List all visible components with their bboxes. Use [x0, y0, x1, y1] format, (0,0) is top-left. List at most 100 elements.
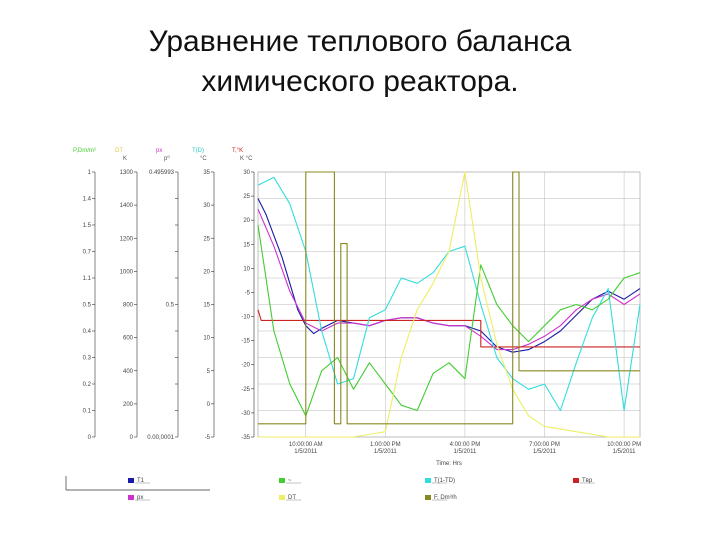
- y-tick-label: 10: [203, 336, 210, 342]
- legend-label: ~: [288, 478, 292, 484]
- y-axis-header: DT: [115, 148, 123, 154]
- series-line-T1: [257, 198, 641, 353]
- y-tick-label: 30: [243, 170, 250, 176]
- y-axis-1: P,Dm/m² 1 1.4 1.5 0.7 1.1 0.5 0.4 0.3 0.2 0.1 0: [73, 148, 96, 441]
- y-axis-4: T(D) °C 35 30 25 20 15 10 5 0 -5: [192, 148, 215, 441]
- y-tick-label: 1.4: [83, 197, 92, 203]
- y-tick-label: 25: [203, 236, 210, 242]
- y-tick-label: 0.2: [83, 382, 92, 388]
- y-tick-label: 15: [203, 303, 210, 309]
- y-tick-label: 1.5: [83, 223, 92, 229]
- x-tick-label: 7:00:00 PM: [529, 442, 560, 448]
- series-line-F_yellow: [258, 171, 640, 438]
- y-tick-label: 0.00,0001: [147, 435, 174, 441]
- y-tick-label: 1200: [120, 236, 134, 242]
- legend-item: Tвр: [573, 478, 595, 484]
- legend-label: Tвр: [582, 478, 593, 484]
- legend-swatch: [425, 495, 431, 500]
- y-tick-label: 0: [207, 402, 211, 408]
- y-tick-label: 0.4: [83, 329, 92, 335]
- legend-label: px: [137, 495, 143, 501]
- series-layer: [257, 171, 641, 438]
- y-axis-2: DTK 1300 1400 1200 1000 800 600 400 200 0: [115, 148, 138, 441]
- legend-swatch: [573, 478, 579, 483]
- y-tick-label: 25: [243, 194, 250, 200]
- y-axis-unit: K: [123, 156, 127, 162]
- y-tick-label: -5: [245, 290, 251, 296]
- legend-label: DT: [288, 495, 296, 501]
- legend-item: DT: [279, 495, 301, 501]
- legend-item: ~: [279, 478, 301, 484]
- x-tick-date: 1/5/2011: [453, 449, 477, 455]
- slide-title: Уравнение теплового баланса химического …: [0, 22, 720, 102]
- legend: T1 ~ T(1-TD) Tвр px DT F, Dm³/h: [65, 476, 595, 501]
- legend-swatch: [128, 495, 134, 500]
- y-tick-label: 0: [88, 435, 92, 441]
- y-tick-label: 200: [123, 402, 134, 408]
- y-tick-label: 0.495993: [149, 170, 175, 176]
- y-tick-label: -30: [241, 411, 250, 417]
- y-tick-label: 0.5: [166, 303, 175, 309]
- y-axis-5: T,°K K °C 30 25 20 15 10 -5 -10 -15 -20 -25 -30 -35: [232, 148, 255, 441]
- y-tick-label: 1000: [120, 269, 134, 275]
- y-tick-label: -5: [205, 435, 211, 441]
- x-tick-date: 1/5/2011: [613, 449, 637, 455]
- x-tick-date: 1/5/2011: [374, 449, 398, 455]
- grid-layer: [257, 171, 641, 438]
- x-tick-date: 1/5/2011: [533, 449, 557, 455]
- y-axis-header: T,°K: [232, 148, 243, 154]
- y-axis-header: P,Dm/m²: [73, 148, 96, 154]
- legend-item: F, Dm³/h: [425, 495, 457, 501]
- x-axis-label: Time: Hrs: [436, 461, 462, 467]
- slide-title-line-2: химического реактора.: [201, 65, 519, 98]
- legend-item: T(1-TD): [425, 478, 455, 484]
- legend-swatch: [279, 478, 285, 483]
- y-tick-label: 1300: [120, 170, 134, 176]
- y-tick-label: 1: [88, 170, 92, 176]
- x-tick-label: 1:00:00 PM: [370, 442, 401, 448]
- legend-label: F, Dm³/h: [434, 495, 457, 501]
- y-axis-unit: K °C: [240, 156, 253, 162]
- x-tick-label: 4:00:00 PM: [450, 442, 481, 448]
- y-tick-label: 600: [123, 336, 134, 342]
- y-tick-label: 5: [207, 369, 211, 375]
- series-line-Valve: [258, 171, 640, 425]
- y-axis-unit: p⁰: [164, 155, 170, 162]
- legend-item: T1: [128, 478, 150, 484]
- x-tick-date: 1/5/2011: [294, 449, 318, 455]
- legend-swatch: [425, 478, 431, 483]
- x-tick-label: 10:00:00 PM: [607, 442, 641, 448]
- axes-layer: P,Dm/m² 1 1.4 1.5 0.7 1.1 0.5 0.4 0.3 0.2 0.1 0 DTK 1…: [73, 148, 255, 441]
- y-axis-header: px: [156, 148, 162, 154]
- y-tick-label: 0.1: [83, 409, 92, 415]
- legend-label: T(1-TD): [434, 478, 455, 484]
- legend-swatch: [279, 495, 285, 500]
- y-tick-label: 35: [203, 170, 210, 176]
- y-tick-label: 15: [243, 242, 250, 248]
- y-tick-label: 0.7: [83, 250, 92, 256]
- legend-label: T1: [137, 478, 145, 484]
- y-tick-label: 0.5: [83, 303, 92, 309]
- y-tick-label: 20: [243, 218, 250, 224]
- y-tick-label: -35: [241, 435, 250, 441]
- legend-item: px: [128, 495, 150, 501]
- y-tick-label: -15: [241, 339, 250, 345]
- y-tick-label: -20: [241, 363, 250, 369]
- series-line-T_bath: [257, 176, 641, 412]
- y-axis-unit: °C: [200, 156, 207, 162]
- y-tick-label: -25: [241, 387, 250, 393]
- y-tick-label: 800: [123, 303, 134, 309]
- series-line-T1-TD: [257, 208, 641, 351]
- y-tick-label: 20: [203, 269, 210, 275]
- y-tick-label: 0: [130, 435, 134, 441]
- series-line-TR: [257, 309, 640, 348]
- y-tick-label: 0.3: [83, 356, 92, 362]
- y-tick-label: 400: [123, 369, 134, 375]
- legend-swatch: [128, 478, 134, 483]
- y-tick-label: 30: [203, 203, 210, 209]
- y-axis-header: T(D): [192, 148, 204, 154]
- series-line-P_green: [257, 224, 641, 417]
